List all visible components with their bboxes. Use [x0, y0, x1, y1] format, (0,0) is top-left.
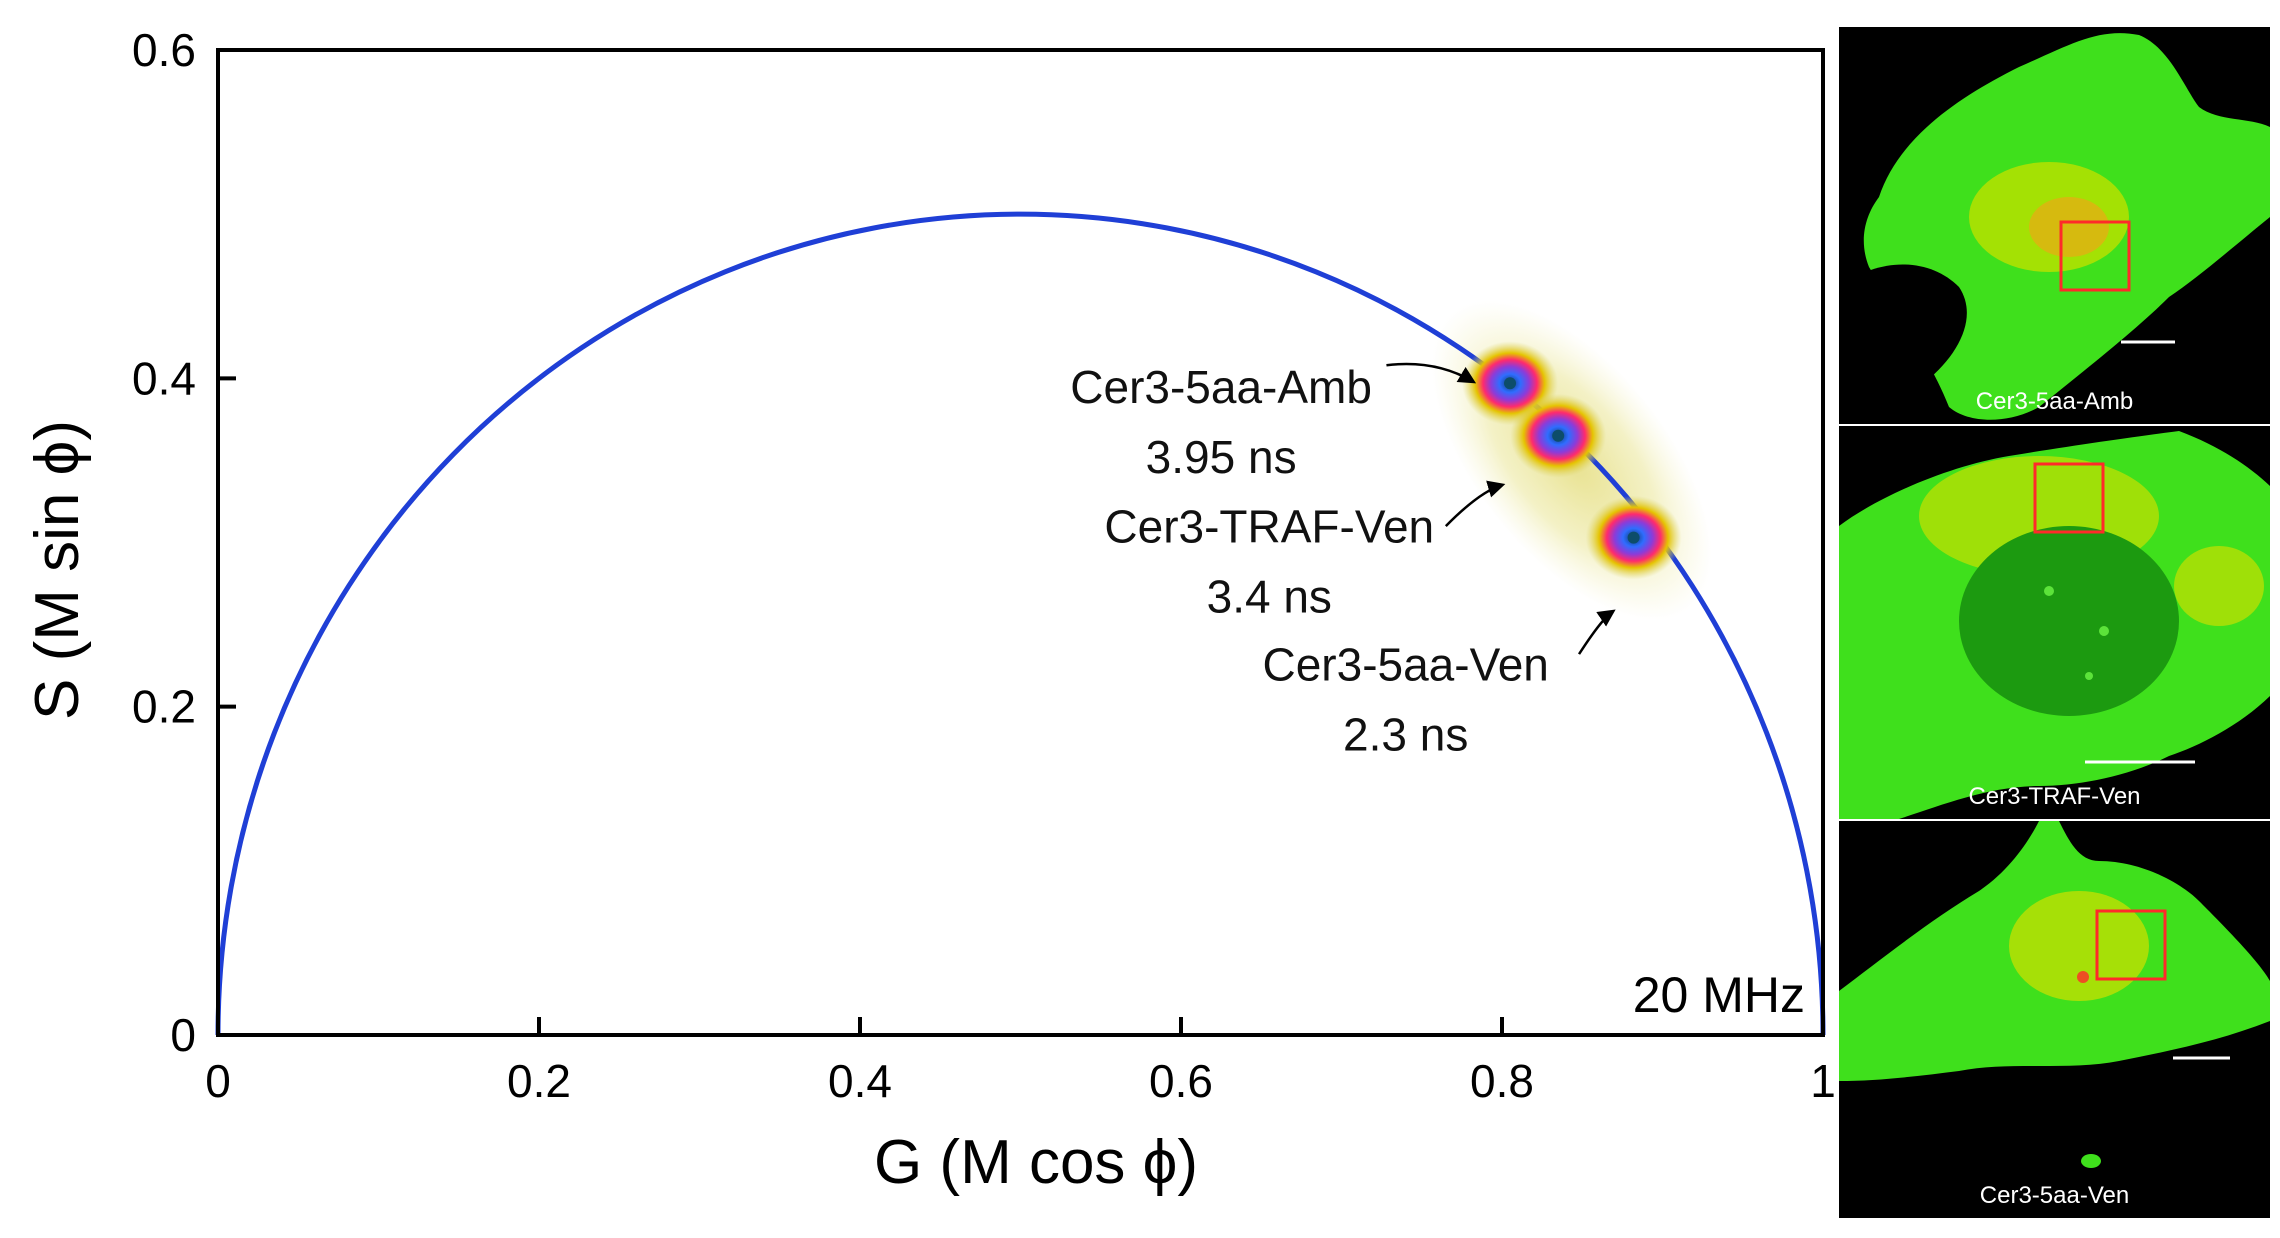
annotation-lifetime: 3.4 ns	[1207, 571, 1332, 623]
annotation-name: Cer3-5aa-Ven	[1262, 638, 1548, 690]
axis-ticks: 0 0.2 0.4 0.6 0.8 1 0 0.2 0.4 0.6	[132, 24, 1836, 1107]
y-tick-label: 0	[170, 1009, 196, 1061]
roi-box	[2095, 909, 2167, 981]
phasor-plot: 0 0.2 0.4 0.6 0.8 1 0 0.2 0.4 0.6 Cer3-5aa-Amb 3.9…	[23, 24, 1836, 1197]
micrograph-column: Cer3-5aa-Amb Cer3-TRAF-Ven	[1839, 27, 2270, 1218]
semicircle-layer	[215, 211, 1826, 1036]
cell-image	[1839, 431, 2270, 819]
cluster-center	[1552, 429, 1565, 442]
cell-image	[1839, 821, 2270, 1168]
y-tick-label: 0.2	[132, 681, 196, 733]
universal-semicircle	[215, 211, 1826, 1036]
axes-frame	[216, 48, 1825, 1037]
micrograph-cer3-5aa-ven: Cer3-5aa-Ven	[1839, 821, 2270, 1218]
annotation-name: Cer3-TRAF-Ven	[1104, 501, 1434, 553]
micrograph-label: Cer3-TRAF-Ven	[1968, 783, 2141, 810]
micrograph-label: Cer3-5aa-Amb	[1975, 388, 2134, 415]
density-cloud-layer	[1462, 341, 1682, 580]
roi-box	[2033, 462, 2105, 534]
annotation-arrow	[1577, 609, 1616, 655]
x-tick-label: 1	[1810, 1055, 1836, 1107]
frequency-label: 20 MHz	[1633, 967, 1805, 1023]
micrograph-label: Cer3-5aa-Ven	[1979, 1182, 2130, 1209]
plot-frame	[216, 48, 1825, 1037]
annotation-lifetime: 2.3 ns	[1343, 708, 1468, 760]
annotation-lifetime: 3.95 ns	[1146, 431, 1297, 483]
cell-image	[1839, 33, 2270, 424]
x-tick-label: 0	[205, 1055, 231, 1107]
x-tick-label: 0.2	[507, 1055, 571, 1107]
annotation-arrow	[1444, 480, 1506, 527]
x-tick-label: 0.4	[828, 1055, 892, 1107]
x-tick-label: 0.8	[1470, 1055, 1534, 1107]
micrograph-cer3-5aa-amb: Cer3-5aa-Amb	[1839, 27, 2270, 424]
x-tick-label: 0.6	[1149, 1055, 1213, 1107]
annotation-arrow	[1386, 362, 1477, 384]
x-axis-title: G (M cos ϕ)	[874, 1128, 1198, 1197]
annotations: Cer3-5aa-Amb 3.95 ns Cer3-TRAF-Ven 3.4 ns Ce…	[1070, 361, 1616, 760]
y-axis-title: S (M sin ϕ)	[23, 420, 92, 720]
cluster-center	[1504, 377, 1517, 390]
annotation-name: Cer3-5aa-Amb	[1070, 361, 1372, 413]
y-tick-label: 0.6	[132, 24, 196, 76]
cluster-center	[1627, 531, 1640, 544]
micrograph-cer3-traf-ven: Cer3-TRAF-Ven	[1839, 426, 2270, 819]
y-tick-label: 0.4	[132, 352, 196, 404]
roi-box	[2059, 220, 2131, 292]
